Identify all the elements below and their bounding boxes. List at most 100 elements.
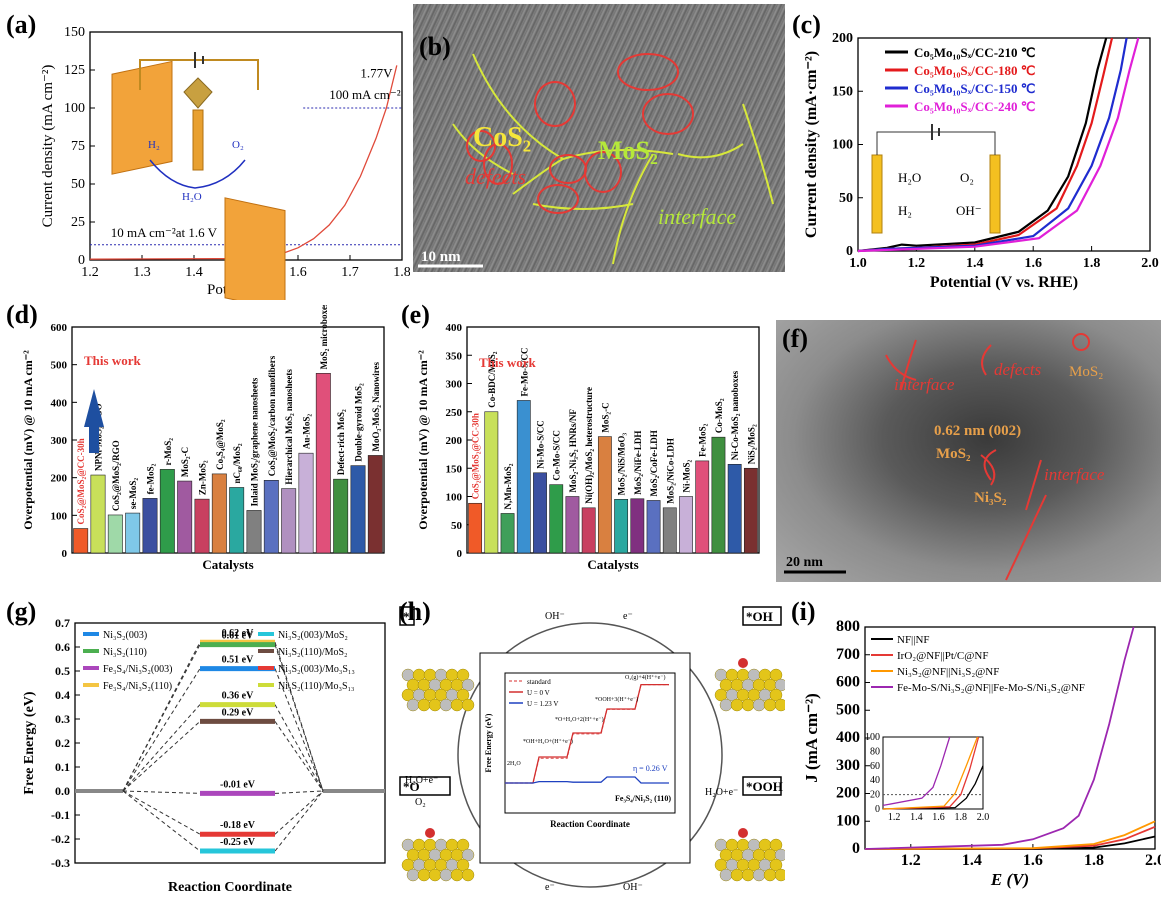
y-axis-label: Overpotential (mV) @ 10 mA cm⁻²: [21, 350, 35, 530]
y-tick-label: 150: [446, 463, 463, 475]
panel-g: -0.3 -0.2 -0.1 0.0 0.1 0.2 0.3 0.4 0.5 0.6 0.7 Free…: [0, 595, 395, 895]
water-path-arrow: [149, 159, 246, 189]
inset-u0-line: [505, 683, 669, 784]
cycle-circle: [457, 622, 723, 888]
inset-u123-line: [505, 776, 669, 784]
chart-e: 0 50 100 150 200 250 300 350 400 CoS₂@MoS₂@CC-30h…: [416, 322, 760, 572]
atom: [406, 698, 420, 712]
bar-label-15: Defect-rich MoS₂: [336, 409, 346, 475]
level-link-right-3: [274, 704, 324, 792]
chart-d: 0100200300400500600CoS₂@MoS₂@CC-30hNPNi-…: [21, 302, 385, 572]
legend-label-2: Fe₃S₄/Ni₃S₂(003): [103, 664, 173, 675]
bar-label-14: MoS₂ microboxes: [319, 305, 329, 369]
catalyst-crystal-icon: [183, 77, 213, 109]
legend-label-0: Co₅Mo₁₀Sₓ/CC-210 ℃: [914, 45, 1035, 60]
tem-f-label-interface-1: interface: [894, 375, 955, 394]
panel-label-c: (c): [792, 10, 821, 39]
x-axis-label: Catalysts: [587, 557, 638, 572]
y-tick-label: 300: [446, 379, 463, 391]
bar-label-13: Au-MoS₂: [302, 414, 312, 450]
legend-label-3: Co₅Mo₁₀Sₓ/CC-240 ℃: [914, 99, 1035, 114]
atom: [719, 868, 733, 882]
bar-4: [142, 498, 158, 554]
tem-f-label-defects: defects: [994, 360, 1042, 379]
annotation-voltage: 1.77V: [360, 66, 393, 81]
y-tick-label: 600: [51, 322, 68, 334]
y-tick-label: 0: [852, 840, 860, 857]
x-tick-label: 1.2: [908, 256, 926, 271]
level-label-6: -0.18 eV: [220, 820, 256, 831]
y-tick-label: 0.4: [55, 688, 70, 702]
y-tick-label: 150: [64, 25, 85, 40]
legend-label-1: IrO₂@NF||Pt/C@NF: [897, 650, 988, 662]
inset-y-tick: 0: [875, 804, 880, 815]
y-tick-label: 200: [832, 31, 853, 46]
bar-label-4: Ni-Mo-S/CC: [536, 420, 546, 469]
cycle-label-e-top: e⁻: [623, 611, 633, 622]
bar-label-9: nC₆₀/MoS₂: [232, 443, 242, 483]
bar-15: [333, 478, 349, 554]
panel-e: 0 50 100 150 200 250 300 350 400 CoS₂@MoS₂@CC-30h…: [395, 300, 770, 590]
legend-label-4: Ni₃S₂(003)/MoS₂: [278, 630, 348, 641]
inset-frame: [479, 652, 691, 864]
bar-14: [695, 460, 710, 554]
atom: [752, 698, 766, 712]
atom: [428, 868, 442, 882]
y-axis-label: Overpotential (mV) @ 10 mA cm⁻²: [416, 350, 430, 530]
x-tick-label: 1.4: [962, 852, 982, 869]
label-h2: H₂: [148, 139, 160, 151]
tem-f-label-mos2-a: MoS₂: [1069, 364, 1103, 380]
y-tick-label: 50: [71, 177, 85, 192]
level-link-right-6: [274, 790, 324, 835]
bar-label-10: MoS₂/NiFe-LDH: [633, 431, 643, 495]
tem-f-label-ni3s2: Ni₃S₂: [974, 490, 1007, 506]
level-link-left-4: [122, 721, 201, 792]
bar-10: [246, 510, 262, 554]
level-link-left-7: [122, 790, 201, 852]
y-tick-label: 400: [836, 729, 860, 746]
panel-label-d: (d): [6, 300, 38, 329]
level-link-left-5: [122, 790, 201, 794]
inset-label-h2: H₂: [898, 203, 912, 218]
x-tick-label: 1.0: [849, 256, 867, 271]
tem-overlay-b: CoS₂ MoS₂ defects interface 10 nm: [413, 4, 785, 272]
bar-16: [350, 465, 366, 554]
y-tick-label: -0.2: [51, 832, 70, 846]
cycle-label-e-bottom: e⁻: [545, 882, 555, 893]
inset-electrode-right: [989, 154, 1001, 234]
panel-h: * *OH *O *OOH OH⁻ e⁻ H₂O+e⁻ O₂ H₂O+e⁻ e⁻ OH⁻ standa…: [395, 595, 788, 895]
bar-label-14: Fe-MoS₂: [698, 423, 708, 456]
y-tick-label: 0.1: [55, 760, 70, 774]
legend-label-7: Ni₃S₂(110)/Mo₃S₁₃: [278, 681, 355, 692]
x-tick-label: 1.2: [901, 852, 921, 869]
slab-3: [714, 828, 788, 882]
level-link-left-6: [122, 790, 201, 835]
level-link-right-1: [274, 644, 324, 792]
y-tick-label: 350: [446, 350, 463, 362]
level-label-2: 0.51 eV: [222, 655, 254, 666]
slab-0: [401, 668, 475, 712]
y-tick-label: 0.3: [55, 712, 70, 726]
state-box-1: [742, 606, 782, 626]
bar-label-0: CoS₂@MoS₂@CC-30h: [76, 438, 86, 524]
atom: [456, 688, 470, 702]
y-tick-label: 100: [51, 510, 68, 522]
x-axis-label: Catalysts: [202, 557, 253, 572]
inset-y-tick: 40: [870, 775, 880, 786]
atom: [439, 698, 453, 712]
bar-label-17: MoO₃-MoS₂ Nanowires: [371, 361, 381, 451]
bar-17: [367, 455, 383, 554]
state-label-2: *O: [403, 779, 420, 794]
tem-f-label-interface-2: interface: [1044, 465, 1105, 484]
inset-label-0: 2H₂O: [507, 761, 521, 767]
level-link-left-3: [122, 704, 201, 792]
atom: [450, 698, 464, 712]
bar-2: [500, 513, 515, 554]
tem-f-label-mos2-b: MoS₂: [936, 446, 971, 462]
bar-label-5: Co-Mo-S/CC: [552, 430, 562, 481]
bar-15: [711, 436, 726, 554]
y-tick-label: 600: [836, 674, 860, 691]
bar-9: [229, 487, 245, 554]
inset-y-tick: 100: [865, 732, 880, 743]
y-tick-label: 500: [51, 360, 68, 372]
